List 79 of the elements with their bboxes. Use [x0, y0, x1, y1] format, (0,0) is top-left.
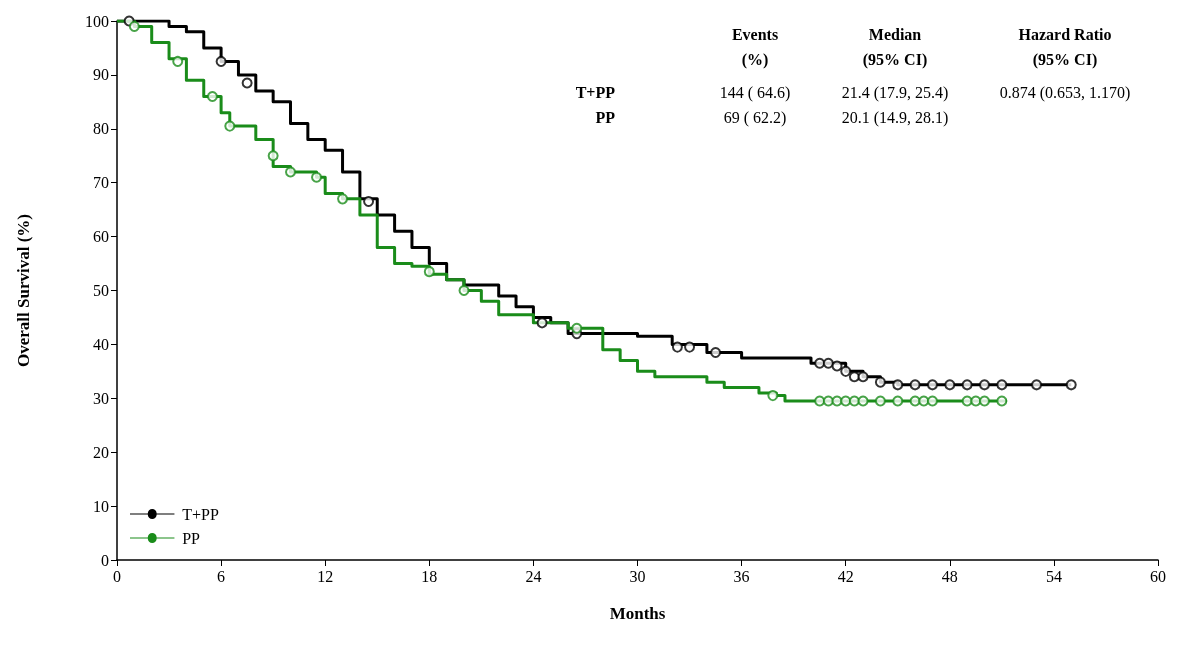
point: [684, 341, 696, 353]
legend-label: PP: [182, 529, 201, 547]
point: [848, 371, 860, 383]
point: [571, 322, 583, 334]
point: [458, 285, 470, 296]
point: [979, 379, 990, 391]
point: [311, 171, 323, 183]
annotation: PP: [595, 109, 616, 126]
annotation: T+PP: [575, 84, 616, 101]
y-tick-label: 70: [93, 174, 109, 192]
point: [337, 193, 349, 205]
x-tick-label: 48: [941, 567, 958, 585]
annotation: 69 ( 62.2): [723, 109, 787, 127]
x-tick-label: 36: [733, 567, 750, 585]
y-tick-label: 50: [93, 282, 109, 299]
point: [979, 395, 990, 407]
y-tick-label: 80: [93, 120, 109, 138]
x-tick-label: 42: [837, 567, 854, 585]
point: [996, 395, 1008, 407]
point: [840, 365, 852, 377]
y-tick-label: 20: [93, 443, 109, 461]
x-tick-label: 54: [1045, 567, 1062, 585]
point: [996, 379, 1008, 391]
annotation: Median (95% CI): [862, 26, 928, 69]
point: [671, 341, 683, 353]
point: [241, 77, 253, 89]
point: [215, 55, 227, 67]
annotation: Events (%): [731, 26, 779, 69]
point: [892, 379, 904, 391]
y-tick-label: 90: [93, 66, 109, 84]
point: [926, 395, 938, 407]
y-tick-label: 40: [93, 335, 109, 353]
point: [848, 395, 860, 407]
point: [267, 150, 279, 162]
point: [822, 395, 834, 407]
point: [363, 196, 375, 208]
x-tick-label: 60: [1150, 567, 1166, 585]
y-axis-title: Overall Survival (%): [14, 214, 33, 367]
point: [1065, 379, 1077, 391]
point: [857, 395, 869, 407]
point: [767, 390, 779, 402]
y-tick-label: 60: [93, 228, 109, 246]
point: [892, 395, 904, 407]
point: [961, 379, 973, 391]
y-tick-label: 30: [93, 389, 109, 407]
point: [172, 55, 184, 67]
point: [536, 317, 548, 329]
point: [909, 379, 921, 391]
y-tick-label: 10: [93, 497, 109, 515]
point: [224, 120, 236, 132]
annotation: 20.1 (14.9, 28.1): [841, 109, 949, 127]
point: [926, 379, 938, 391]
point: [944, 379, 956, 391]
x-tick-label: 18: [421, 567, 438, 585]
point: [285, 166, 296, 178]
point: [857, 371, 869, 383]
x-tick-label: 0: [113, 567, 121, 585]
x-tick-label: 30: [629, 567, 646, 585]
point: [423, 266, 435, 278]
point: [710, 346, 722, 358]
point: [814, 357, 826, 369]
point: [206, 90, 218, 102]
annotation: 21.4 (17.9, 25.4): [841, 84, 949, 102]
point: [1031, 379, 1043, 391]
annotation: 144 ( 64.6): [719, 84, 791, 102]
point: [822, 357, 834, 369]
point: [128, 20, 140, 32]
x-tick-label: 24: [525, 567, 542, 585]
x-tick-label: 12: [317, 567, 334, 585]
annotation: Hazard Ratio (95% CI): [1018, 26, 1112, 69]
y-tick-label: 0: [101, 551, 109, 569]
annotation: 0.874 (0.653, 1.170): [999, 84, 1131, 102]
point: [831, 360, 843, 372]
x-axis-title: Months: [609, 604, 666, 623]
y-tick-label: 100: [85, 12, 109, 30]
x-tick-label: 6: [217, 567, 226, 585]
point: [874, 395, 886, 407]
point: [874, 376, 886, 388]
legend-label: T+PP: [182, 505, 219, 523]
